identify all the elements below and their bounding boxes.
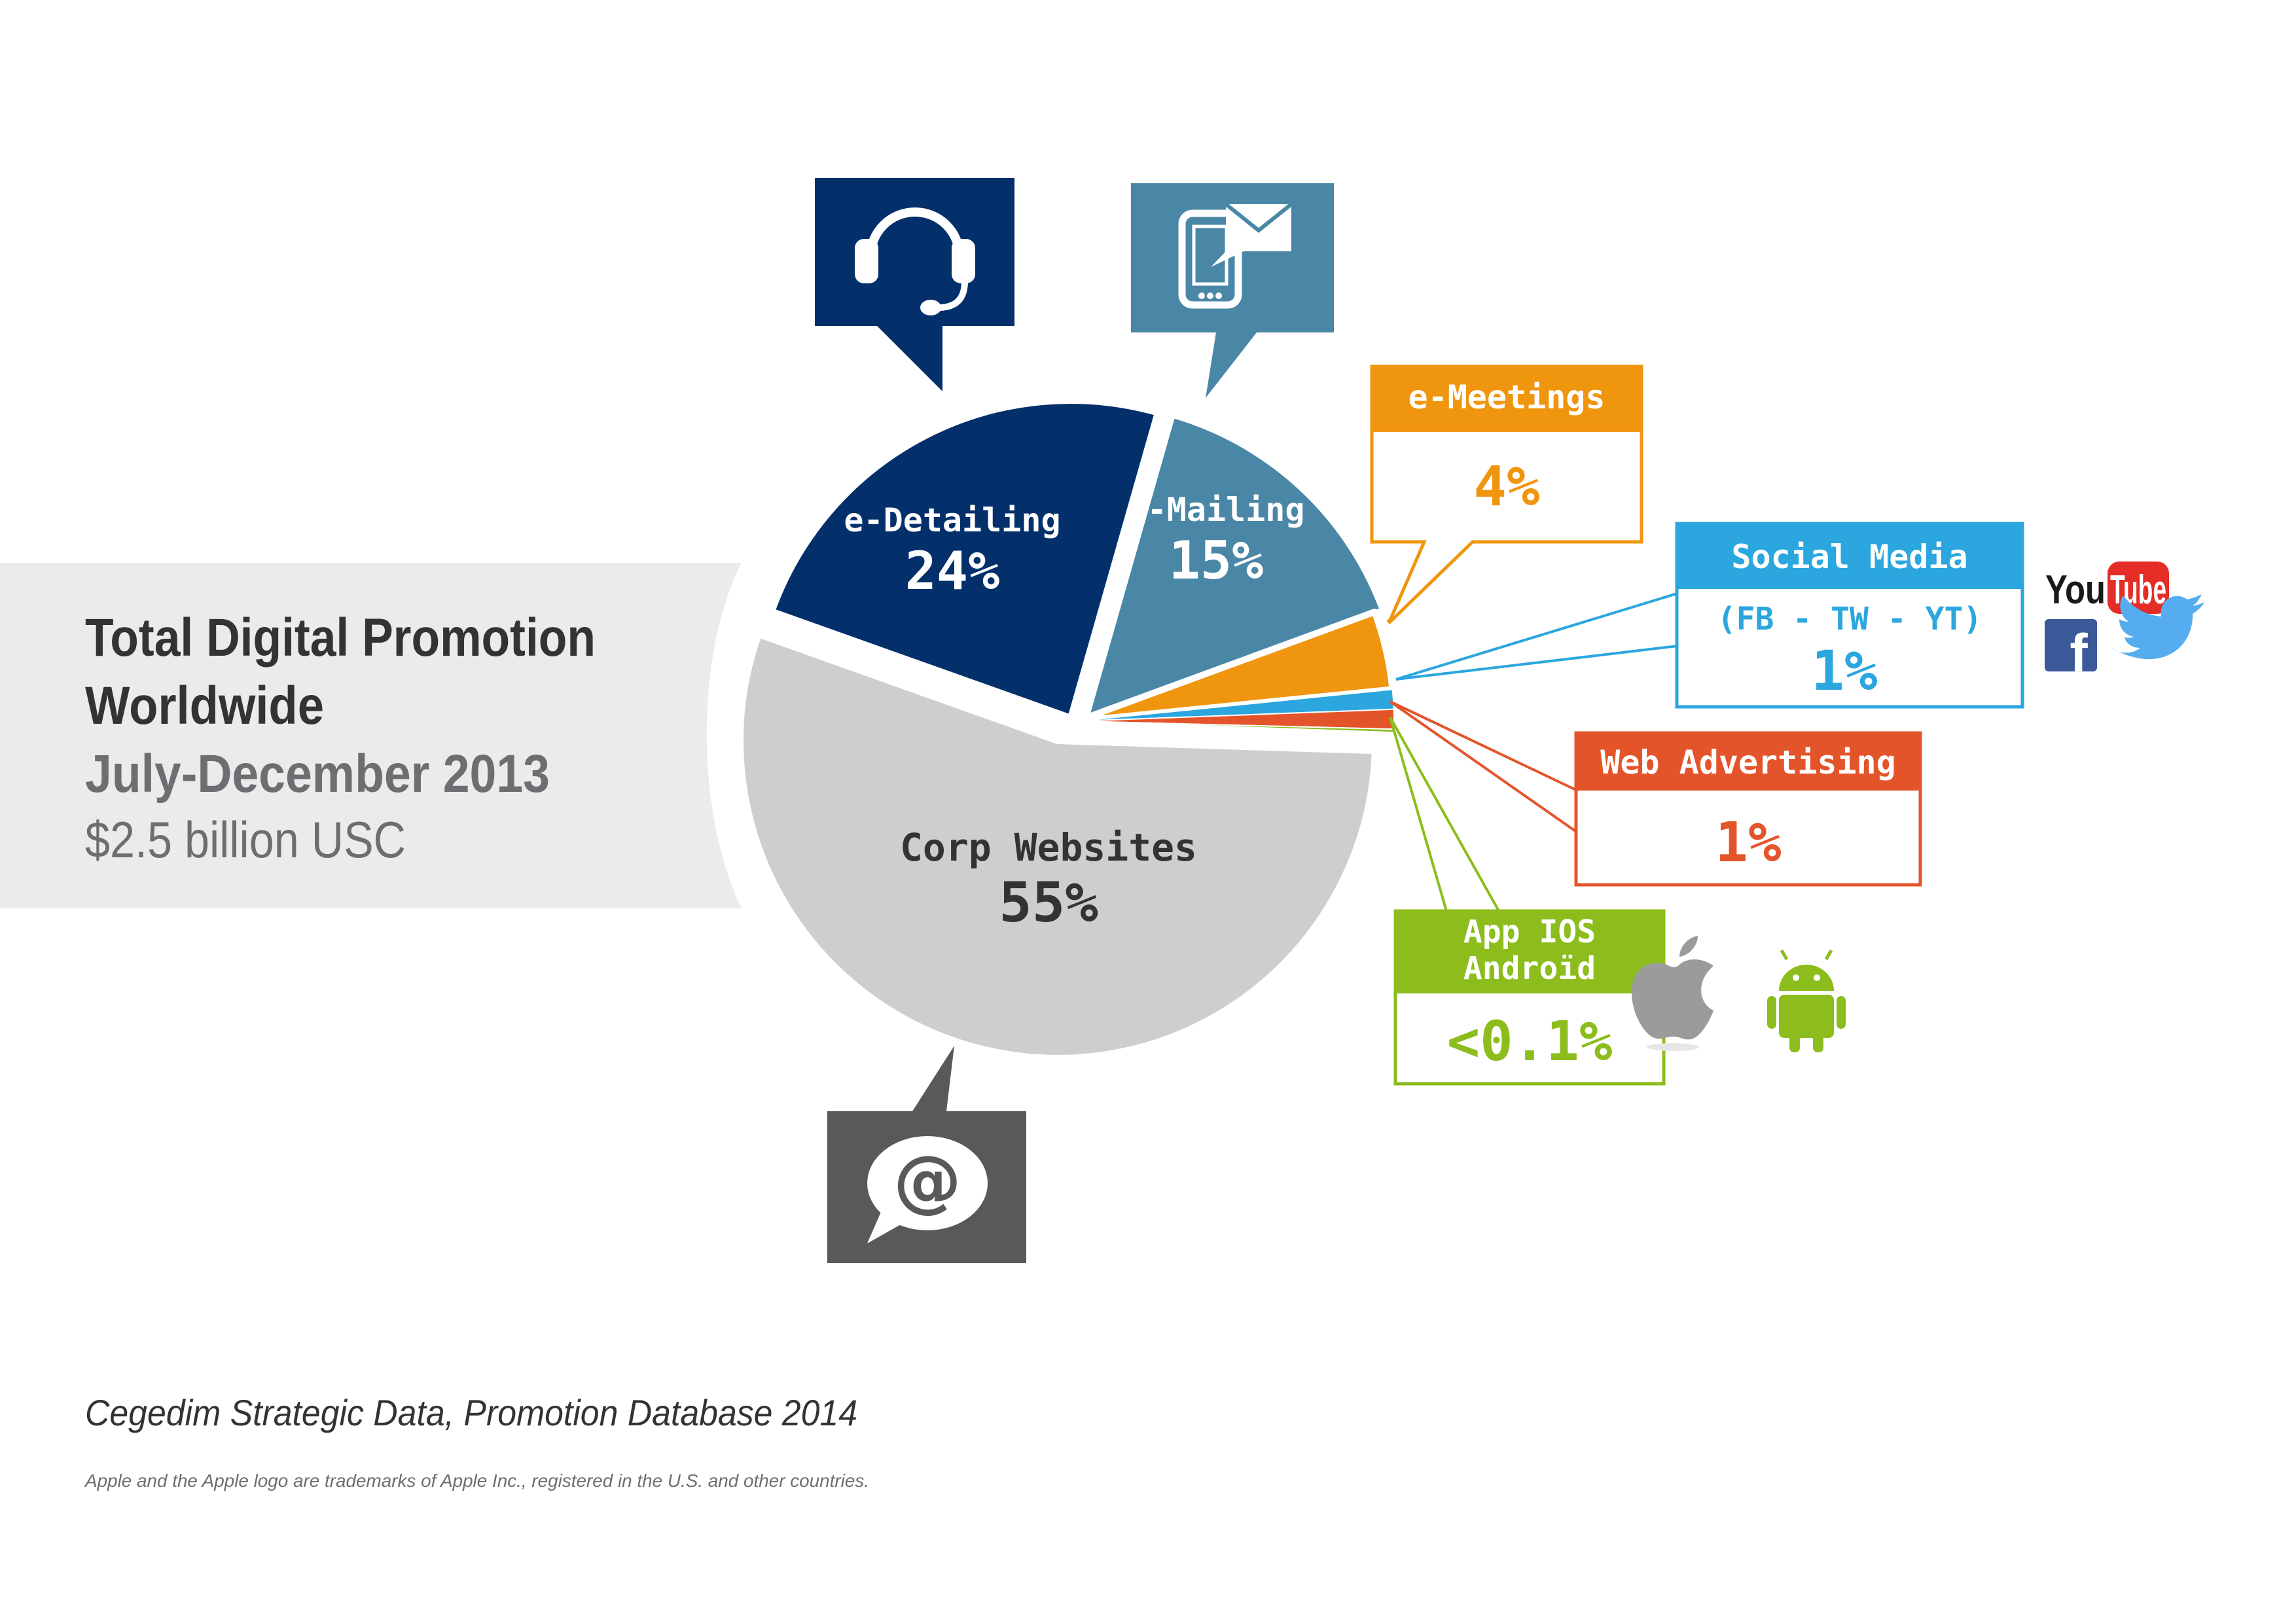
apple-logo-icon: [1631, 936, 1713, 1051]
android-robot-icon: [1767, 949, 1846, 1052]
youtube-logo: You Tube: [2045, 562, 2169, 614]
callout-value-app: <0.1%: [1447, 1009, 1613, 1073]
callout-e-mailing: [1131, 183, 1334, 398]
svg-text:@: @: [893, 1141, 961, 1221]
callout-value-e-meetings: 4%: [1473, 454, 1539, 518]
connector-web-advertising-2: [1389, 700, 1579, 834]
callout-label-app-line2: Androïd: [1463, 950, 1596, 987]
callout-label-app-line1: App IOS: [1463, 914, 1596, 950]
callout-header-app: [1395, 911, 1664, 993]
pie-slice-e-mailing: [1082, 411, 1387, 723]
slice-label-e-detailing: e-Detailing: [844, 501, 1060, 539]
twitter-bird-icon: [2111, 594, 2204, 660]
youtube-logo-text-you: You: [2045, 567, 2106, 613]
callout-header-web-advertising: [1576, 733, 1920, 791]
title-line-1: Total Digital Promotion: [85, 608, 596, 668]
callout-social-media: Social Media (FB - TW - YT) 1%: [1395, 522, 2024, 709]
total-text: $2.5 billion USC: [85, 811, 406, 868]
trademark-text: Apple and the Apple logo are trademarks …: [84, 1471, 869, 1491]
callout-web-advertising: Web Advertising 1%: [1389, 700, 1922, 887]
pie-slice-corp-websites: [737, 631, 1378, 1061]
slice-value-corp-websites: 55%: [999, 870, 1098, 935]
social-logos: You Tube f: [2045, 562, 2204, 683]
pie-chart: [737, 397, 1396, 1061]
callout-label-web-advertising: Web Advertising: [1600, 743, 1896, 781]
youtube-logo-text-tube: Tube: [2110, 567, 2166, 613]
title-line-2: Worldwide: [85, 676, 324, 736]
callout-bubble-e-detailing: [815, 178, 1014, 391]
callout-value-social-media: 1%: [1811, 639, 1877, 703]
connector-web-advertising: [1390, 700, 1578, 792]
callout-e-detailing: [815, 178, 1014, 391]
callout-e-meetings: e-Meetings 4%: [1370, 365, 1643, 624]
pie-slice-e-detailing: [768, 397, 1161, 721]
connector-app-2: [1389, 717, 1500, 912]
callout-label-e-meetings: e-Meetings: [1408, 378, 1605, 416]
callout-corp-websites: @: [827, 1046, 1026, 1263]
period-text: July-December 2013: [85, 744, 550, 804]
callout-header-e-meetings: [1372, 366, 1641, 432]
facebook-icon: f: [2045, 619, 2097, 683]
connector-social-media-2: [1395, 644, 1684, 681]
callout-value-web-advertising: 1%: [1715, 810, 1781, 874]
callout-sublabel-social-media: (FB - TW - YT): [1717, 601, 1982, 637]
slice-label-corp-websites: Corp Websites: [900, 825, 1197, 870]
slice-label-e-mailing: e-Mailing: [1128, 491, 1305, 529]
slice-value-e-mailing: 15%: [1169, 530, 1264, 591]
svg-text:f: f: [2070, 624, 2088, 683]
source-text: Cegedim Strategic Data, Promotion Databa…: [85, 1392, 857, 1433]
phone-mail-icon: [1178, 202, 1293, 309]
connector-social-media: [1395, 590, 1684, 681]
connector-app: [1389, 717, 1448, 912]
callout-header-social-media: [1677, 524, 2022, 589]
title-panel-background: [0, 563, 742, 908]
headset-icon: [855, 207, 975, 315]
callout-label-social-media: Social Media: [1731, 538, 1967, 576]
title-panel: Total Digital Promotion Worldwide July-D…: [0, 563, 742, 908]
callout-app: App IOS Androïd <0.1%: [1389, 717, 1666, 1086]
at-sign-icon: @: [867, 1136, 988, 1243]
slice-value-e-detailing: 24%: [905, 541, 1000, 601]
